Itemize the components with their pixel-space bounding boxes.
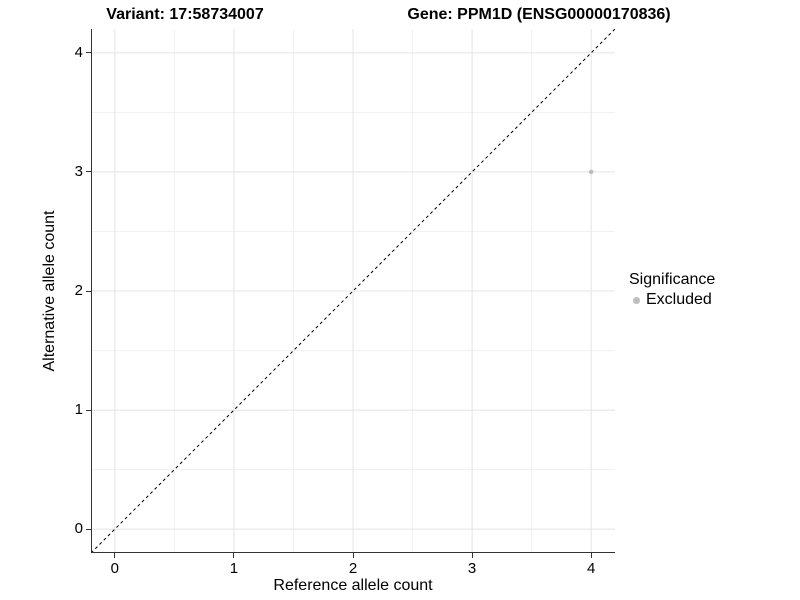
legend: Significance Excluded bbox=[629, 271, 715, 309]
legend-dot-icon bbox=[633, 296, 640, 304]
x-tick-mark bbox=[114, 553, 116, 558]
x-tick-mark bbox=[352, 553, 354, 558]
x-tick-mark bbox=[590, 553, 592, 558]
plot-title-gene: Gene: PPM1D (ENSG00000170836) bbox=[407, 6, 671, 23]
plot-panel bbox=[91, 29, 615, 553]
y-axis-title: Alternative allele count bbox=[41, 210, 58, 372]
y-tick-label: 0 bbox=[74, 520, 83, 538]
x-tick-label: 3 bbox=[467, 560, 477, 577]
y-tick-label: 2 bbox=[74, 282, 83, 299]
x-tick-mark bbox=[233, 553, 235, 558]
legend-title: Significance bbox=[629, 271, 716, 288]
y-tick-mark bbox=[86, 409, 91, 411]
y-tick-label: 3 bbox=[74, 162, 83, 180]
x-tick-mark bbox=[471, 553, 473, 558]
legend-item: Excluded bbox=[629, 291, 715, 309]
y-tick-mark bbox=[86, 290, 91, 292]
plot-canvas bbox=[91, 29, 615, 553]
y-tick-label: 4 bbox=[74, 43, 83, 61]
y-tick-mark bbox=[86, 52, 91, 54]
x-tick-label: 4 bbox=[587, 560, 596, 577]
plot-title-variant: Variant: 17:58734007 bbox=[106, 6, 264, 23]
data-point bbox=[588, 169, 594, 175]
x-tick-label: 0 bbox=[110, 560, 119, 577]
legend-item-label: Excluded bbox=[646, 291, 712, 308]
legend-items: Excluded bbox=[629, 291, 715, 309]
x-tick-label: 1 bbox=[229, 560, 239, 577]
y-tick-mark bbox=[86, 528, 91, 530]
y-tick-label: 1 bbox=[74, 401, 83, 419]
y-tick-mark bbox=[86, 171, 91, 173]
x-axis-title: Reference allele count bbox=[273, 577, 433, 594]
x-tick-label: 2 bbox=[348, 560, 358, 577]
